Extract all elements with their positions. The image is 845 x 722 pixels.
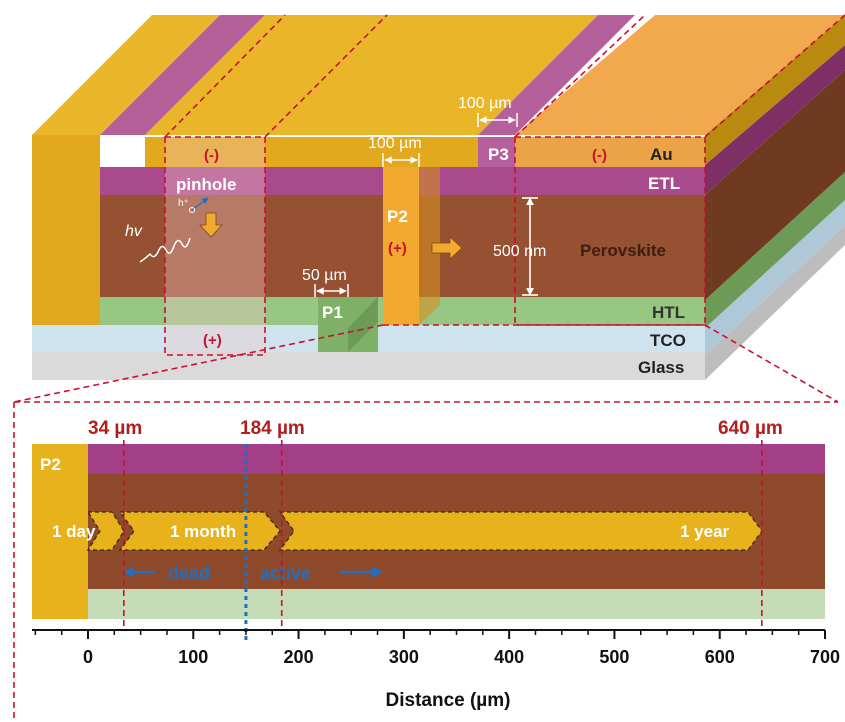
etl-side-face: [705, 45, 845, 195]
dimension-arrows: [314, 113, 518, 297]
tick-label: 300: [389, 647, 419, 667]
tick-label: 200: [284, 647, 314, 667]
cut-outlines: [164, 14, 845, 356]
label-month: 1 month: [170, 522, 236, 541]
arrow-year: [278, 511, 763, 551]
plus-p2-label: (+): [388, 240, 407, 257]
tick-label: 400: [494, 647, 524, 667]
cs-p2-block: [32, 444, 88, 619]
htl-label: HTL: [652, 303, 685, 322]
au-label: Au: [650, 145, 673, 164]
x-axis-title: Distance (µm): [386, 690, 511, 711]
cross-section-view: P2 1 day 1 month 1 year dead active 34 µ…: [32, 418, 840, 711]
glass-label: Glass: [638, 358, 684, 377]
arrow-month: [118, 511, 281, 551]
cs-p2-label: P2: [40, 455, 61, 474]
marker-lines: [122, 440, 763, 640]
au-side-face: [705, 15, 845, 165]
minus-left-label: (-): [204, 147, 219, 164]
tick-label: 500: [599, 647, 629, 667]
p1-label: P1: [322, 303, 343, 322]
pinhole-window: [165, 137, 265, 355]
p3-gap: [478, 137, 515, 167]
p2-scribe: [383, 167, 419, 325]
p1-side: [348, 297, 378, 352]
p3-label: P3: [488, 145, 509, 164]
photon-wave: [139, 237, 191, 263]
minus-right-label: (-): [592, 147, 607, 164]
down-arrow: [199, 212, 223, 238]
au-front-left: [145, 137, 478, 167]
perovskite-label: Perovskite: [580, 241, 666, 260]
zoom-connectors: [13, 324, 839, 722]
cs-etl-band: [32, 444, 825, 474]
hole-label: h⁺: [178, 198, 189, 209]
arrow-day: [86, 511, 125, 551]
cs-htl-band: [32, 589, 825, 619]
au-top-middle: [145, 15, 598, 135]
p2-side: [419, 167, 440, 325]
tick-label: 0: [83, 647, 93, 667]
marker-34-label: 34 µm: [88, 418, 142, 439]
tco-side-face: [705, 200, 845, 355]
pinhole-label: pinhole: [176, 175, 236, 194]
glass-front: [32, 352, 705, 380]
dead-label: dead: [168, 563, 210, 583]
plus-bottom-label: (+): [203, 332, 222, 349]
au-top-right: [515, 15, 845, 135]
tco-label: TCO: [650, 331, 686, 350]
p2-label: P2: [387, 207, 408, 226]
etl-label: ETL: [648, 174, 680, 193]
p2-width-label: 100 µm: [368, 135, 422, 152]
marker-640-label: 640 µm: [718, 418, 783, 439]
etl-top-left: [100, 15, 265, 135]
label-year: 1 year: [680, 522, 730, 541]
htl-side-face: [705, 172, 845, 328]
etl-top-strip: [478, 15, 635, 135]
tick-label: 700: [810, 647, 840, 667]
marker-184-label: 184 µm: [240, 418, 305, 439]
p1-width-label: 50 µm: [302, 267, 347, 284]
au-front-right: [515, 137, 705, 167]
tick-label: 100: [178, 647, 208, 667]
label-day: 1 day: [52, 522, 96, 541]
tick-label: 600: [705, 647, 735, 667]
right-arrow: [431, 236, 463, 260]
perovskite-side-face: [705, 70, 845, 300]
thickness-label: 500 nm: [493, 243, 546, 260]
au-top-left: [32, 15, 220, 135]
photon-label: hv: [125, 223, 143, 240]
device-3d-view: Au ETL Perovskite HTL TCO Glass P1 P2 P3…: [32, 14, 845, 380]
active-label: active: [260, 563, 311, 583]
glass-side-face: [705, 225, 845, 380]
distance-axis: 0 100 200 300 400 500 600 700: [32, 629, 840, 667]
p3-width-label: 100 µm: [458, 95, 512, 112]
